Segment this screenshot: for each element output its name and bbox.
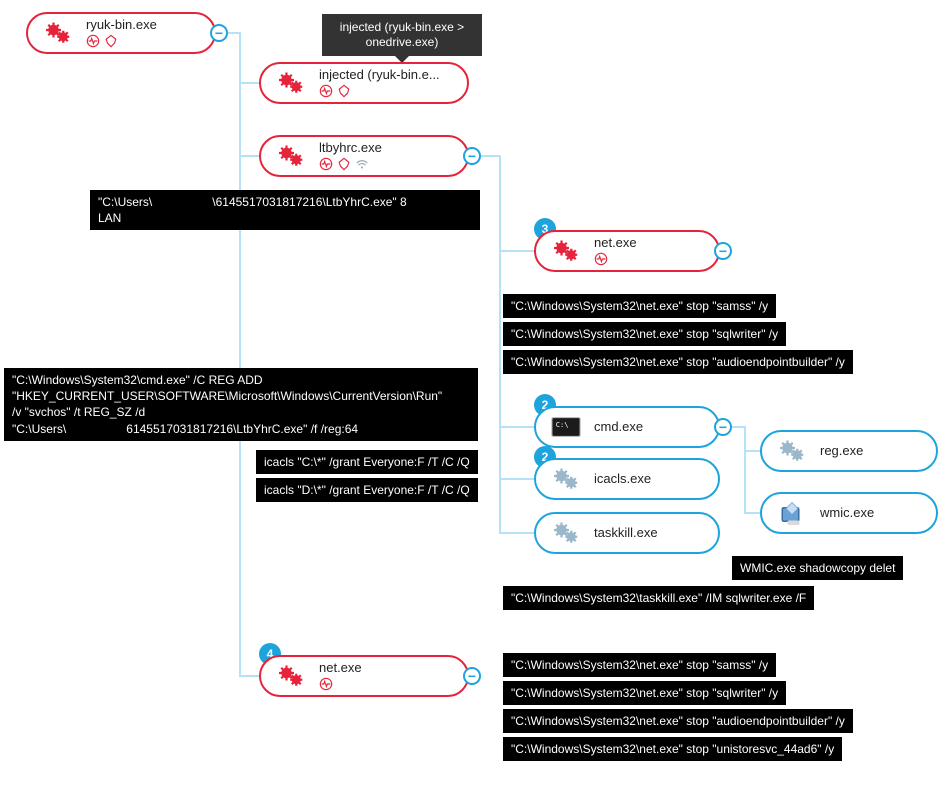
node-net-1[interactable]: net.exe [534, 230, 720, 272]
tooltip-line2: onedrive.exe) [366, 35, 439, 49]
gears-icon [770, 436, 814, 466]
collapse-toggle[interactable]: − [714, 418, 732, 436]
node-title: icacls.exe [594, 472, 651, 486]
pulse-icon [319, 157, 333, 171]
node-title: cmd.exe [594, 420, 643, 434]
shield-icon [337, 84, 351, 98]
pulse-icon [319, 84, 333, 98]
node-title: ltbyhrc.exe [319, 141, 382, 155]
svg-text:C:\: C:\ [556, 420, 569, 429]
node-title: reg.exe [820, 444, 863, 458]
node-ltbyhrc[interactable]: ltbyhrc.exe [259, 135, 469, 177]
node-reg[interactable]: reg.exe [760, 430, 938, 472]
collapse-toggle[interactable]: − [210, 24, 228, 42]
cmd-icon: C:\ [544, 416, 588, 438]
collapse-toggle[interactable]: − [463, 147, 481, 165]
gears-icon [544, 236, 588, 266]
cmd-net1-audio: "C:\Windows\System32\net.exe" stop "audi… [503, 350, 853, 374]
process-tree-canvas: injected (ryuk-bin.exe > onedrive.exe) r… [0, 0, 943, 800]
gears-icon [269, 141, 313, 171]
node-net-2[interactable]: net.exe [259, 655, 469, 697]
node-title: injected (ryuk-bin.e... [319, 68, 440, 82]
cmd-net2-audio: "C:\Windows\System32\net.exe" stop "audi… [503, 709, 853, 733]
wmic-icon [770, 498, 814, 528]
node-title: net.exe [319, 661, 362, 675]
node-ryuk-bin[interactable]: ryuk-bin.exe [26, 12, 216, 54]
wifi-icon [355, 157, 369, 171]
node-icacls[interactable]: icacls.exe [534, 458, 720, 500]
node-injected[interactable]: injected (ryuk-bin.e... [259, 62, 469, 104]
gears-icon [544, 464, 588, 494]
cmd-net2-samss: "C:\Windows\System32\net.exe" stop "sams… [503, 653, 776, 677]
gears-icon [36, 18, 80, 48]
cmd-icacls-c: icacls "C:\*" /grant Everyone:F /T /C /Q [256, 450, 478, 474]
cmd-icacls-d: icacls "D:\*" /grant Everyone:F /T /C /Q [256, 478, 478, 502]
cmd-ltb-lan: "C:\Users\ \6145517031817216\LtbYhrC.exe… [90, 190, 480, 230]
tooltip-injected: injected (ryuk-bin.exe > onedrive.exe) [322, 14, 482, 56]
gears-icon [269, 661, 313, 691]
gears-icon [544, 518, 588, 548]
shield-icon [104, 34, 118, 48]
cmd-net1-sqlwriter: "C:\Windows\System32\net.exe" stop "sqlw… [503, 322, 786, 346]
node-title: wmic.exe [820, 506, 874, 520]
tooltip-line1: injected (ryuk-bin.exe > [340, 20, 464, 34]
cmd-wmic-shadow: WMIC.exe shadowcopy delet [732, 556, 903, 580]
node-cmd[interactable]: C:\ cmd.exe [534, 406, 720, 448]
node-wmic[interactable]: wmic.exe [760, 492, 938, 534]
cmd-net2-unistore: "C:\Windows\System32\net.exe" stop "unis… [503, 737, 842, 761]
node-taskkill[interactable]: taskkill.exe [534, 512, 720, 554]
pulse-icon [594, 252, 608, 266]
cmd-taskkill-sql: "C:\Windows\System32\taskkill.exe" /IM s… [503, 586, 814, 610]
cmd-net2-sqlwriter: "C:\Windows\System32\net.exe" stop "sqlw… [503, 681, 786, 705]
cmd-net1-samss: "C:\Windows\System32\net.exe" stop "sams… [503, 294, 776, 318]
node-title: ryuk-bin.exe [86, 18, 157, 32]
node-title: net.exe [594, 236, 637, 250]
shield-icon [337, 157, 351, 171]
collapse-toggle[interactable]: − [714, 242, 732, 260]
pulse-icon [86, 34, 100, 48]
cmd-reg-add: "C:\Windows\System32\cmd.exe" /C REG ADD… [4, 368, 478, 441]
pulse-icon [319, 677, 333, 691]
gears-icon [269, 68, 313, 98]
collapse-toggle[interactable]: − [463, 667, 481, 685]
node-title: taskkill.exe [594, 526, 658, 540]
